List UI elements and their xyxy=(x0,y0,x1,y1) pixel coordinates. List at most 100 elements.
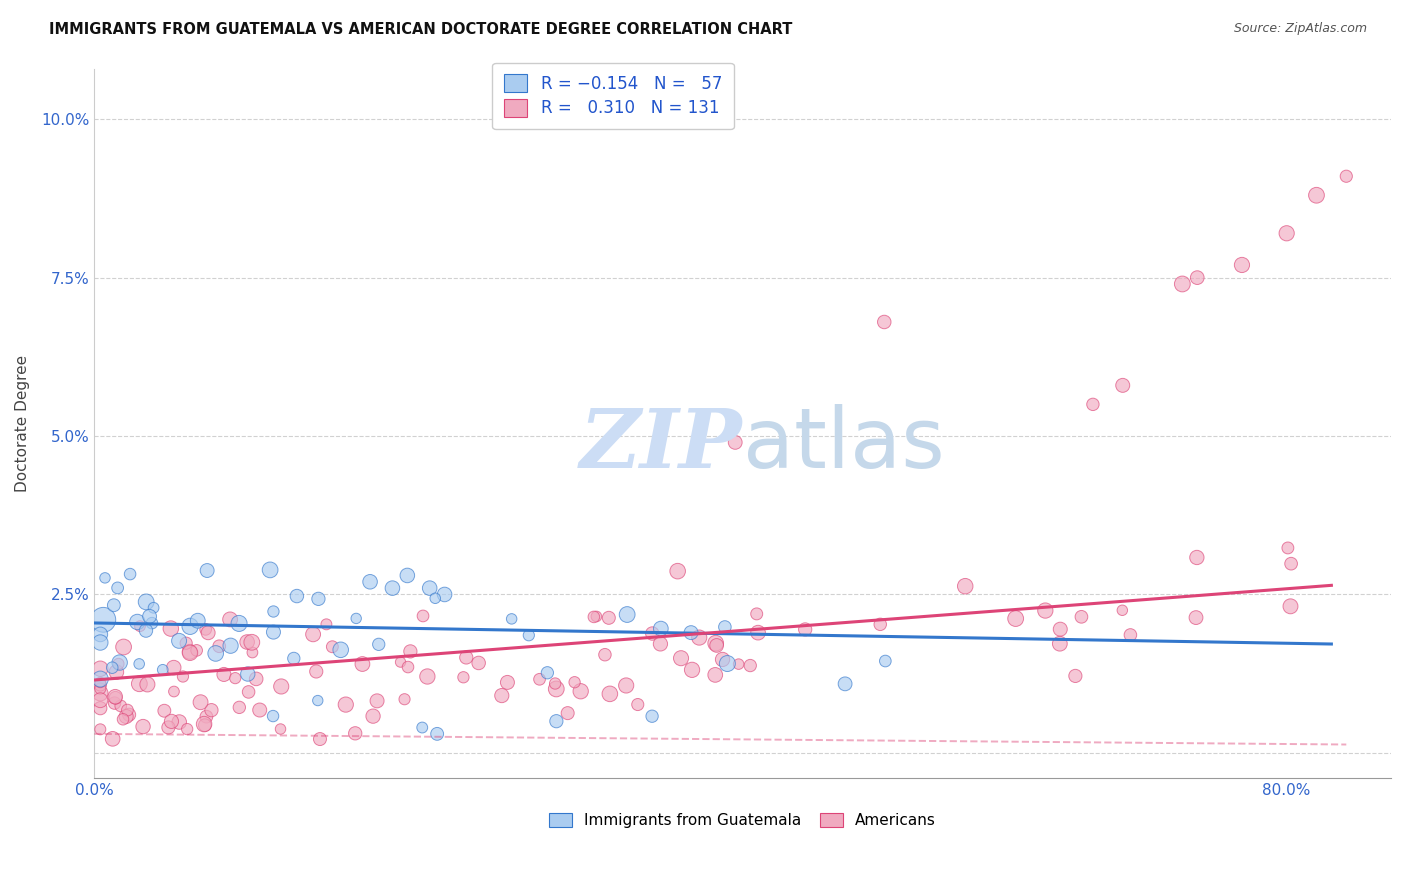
Point xyxy=(302,627,325,641)
Point xyxy=(641,709,664,723)
Point xyxy=(283,651,305,665)
Point xyxy=(152,663,174,677)
Point xyxy=(529,673,551,687)
Point xyxy=(598,611,620,625)
Point xyxy=(89,675,111,690)
Point xyxy=(190,695,212,709)
Point xyxy=(111,712,134,726)
Point xyxy=(794,623,817,637)
Point xyxy=(240,635,263,649)
Point xyxy=(104,690,127,704)
Point xyxy=(557,706,579,720)
Point xyxy=(1111,603,1133,617)
Point xyxy=(724,435,747,450)
Point xyxy=(194,623,217,637)
Point xyxy=(127,615,149,629)
Point xyxy=(110,698,132,713)
Point xyxy=(344,726,367,740)
Point xyxy=(138,609,160,624)
Point xyxy=(132,720,155,734)
Point xyxy=(425,591,447,606)
Point xyxy=(315,617,337,632)
Point xyxy=(1171,277,1194,291)
Point xyxy=(367,637,389,651)
Point xyxy=(727,657,749,672)
Point xyxy=(270,680,292,694)
Point xyxy=(309,732,332,747)
Point xyxy=(236,635,259,649)
Point xyxy=(259,563,281,577)
Point xyxy=(262,605,284,619)
Point xyxy=(955,579,977,593)
Point xyxy=(666,564,689,578)
Text: Source: ZipAtlas.com: Source: ZipAtlas.com xyxy=(1233,22,1367,36)
Point xyxy=(101,731,124,746)
Point xyxy=(179,645,201,659)
Point xyxy=(616,607,638,622)
Point xyxy=(194,718,217,732)
Point xyxy=(1070,609,1092,624)
Point xyxy=(426,727,449,741)
Point xyxy=(242,645,264,659)
Point xyxy=(396,660,419,674)
Point xyxy=(394,692,416,706)
Point xyxy=(136,677,159,691)
Point xyxy=(501,612,523,626)
Point xyxy=(238,685,260,699)
Point xyxy=(359,574,381,589)
Point xyxy=(546,681,568,696)
Point xyxy=(412,609,434,624)
Point xyxy=(585,609,607,624)
Point xyxy=(352,657,374,671)
Point xyxy=(650,622,672,636)
Point xyxy=(107,581,129,595)
Text: atlas: atlas xyxy=(742,404,945,485)
Point xyxy=(176,722,198,736)
Point xyxy=(167,714,190,729)
Point xyxy=(228,700,250,714)
Point xyxy=(569,684,592,698)
Point xyxy=(167,633,190,648)
Point xyxy=(1049,622,1071,636)
Point xyxy=(1112,378,1135,392)
Point xyxy=(135,624,157,638)
Point xyxy=(195,564,218,578)
Point xyxy=(747,625,769,640)
Point xyxy=(704,668,727,682)
Point xyxy=(249,703,271,717)
Point xyxy=(1187,270,1209,285)
Point xyxy=(433,587,456,601)
Point xyxy=(219,639,242,653)
Point xyxy=(89,681,111,696)
Point xyxy=(745,607,768,621)
Point xyxy=(456,650,478,665)
Point xyxy=(193,717,215,731)
Point xyxy=(228,616,250,631)
Point xyxy=(142,600,165,615)
Point xyxy=(679,625,702,640)
Point xyxy=(614,678,637,692)
Point xyxy=(208,640,231,654)
Point xyxy=(641,626,664,640)
Point xyxy=(714,620,737,634)
Point xyxy=(335,698,357,712)
Point xyxy=(159,622,181,636)
Point xyxy=(544,676,567,690)
Point xyxy=(381,581,404,595)
Point xyxy=(536,665,558,680)
Point xyxy=(1230,258,1253,272)
Text: IMMIGRANTS FROM GUATEMALA VS AMERICAN DOCTORATE DEGREE CORRELATION CHART: IMMIGRANTS FROM GUATEMALA VS AMERICAN DO… xyxy=(49,22,793,37)
Point xyxy=(399,644,422,658)
Point xyxy=(186,643,208,657)
Point xyxy=(174,636,197,650)
Point xyxy=(627,698,650,712)
Point xyxy=(1185,550,1208,565)
Point xyxy=(179,646,201,660)
Point xyxy=(200,703,222,717)
Point xyxy=(129,619,152,633)
Point xyxy=(496,675,519,690)
Point xyxy=(873,315,896,329)
Point xyxy=(453,670,475,684)
Point xyxy=(681,663,703,677)
Point xyxy=(517,628,540,642)
